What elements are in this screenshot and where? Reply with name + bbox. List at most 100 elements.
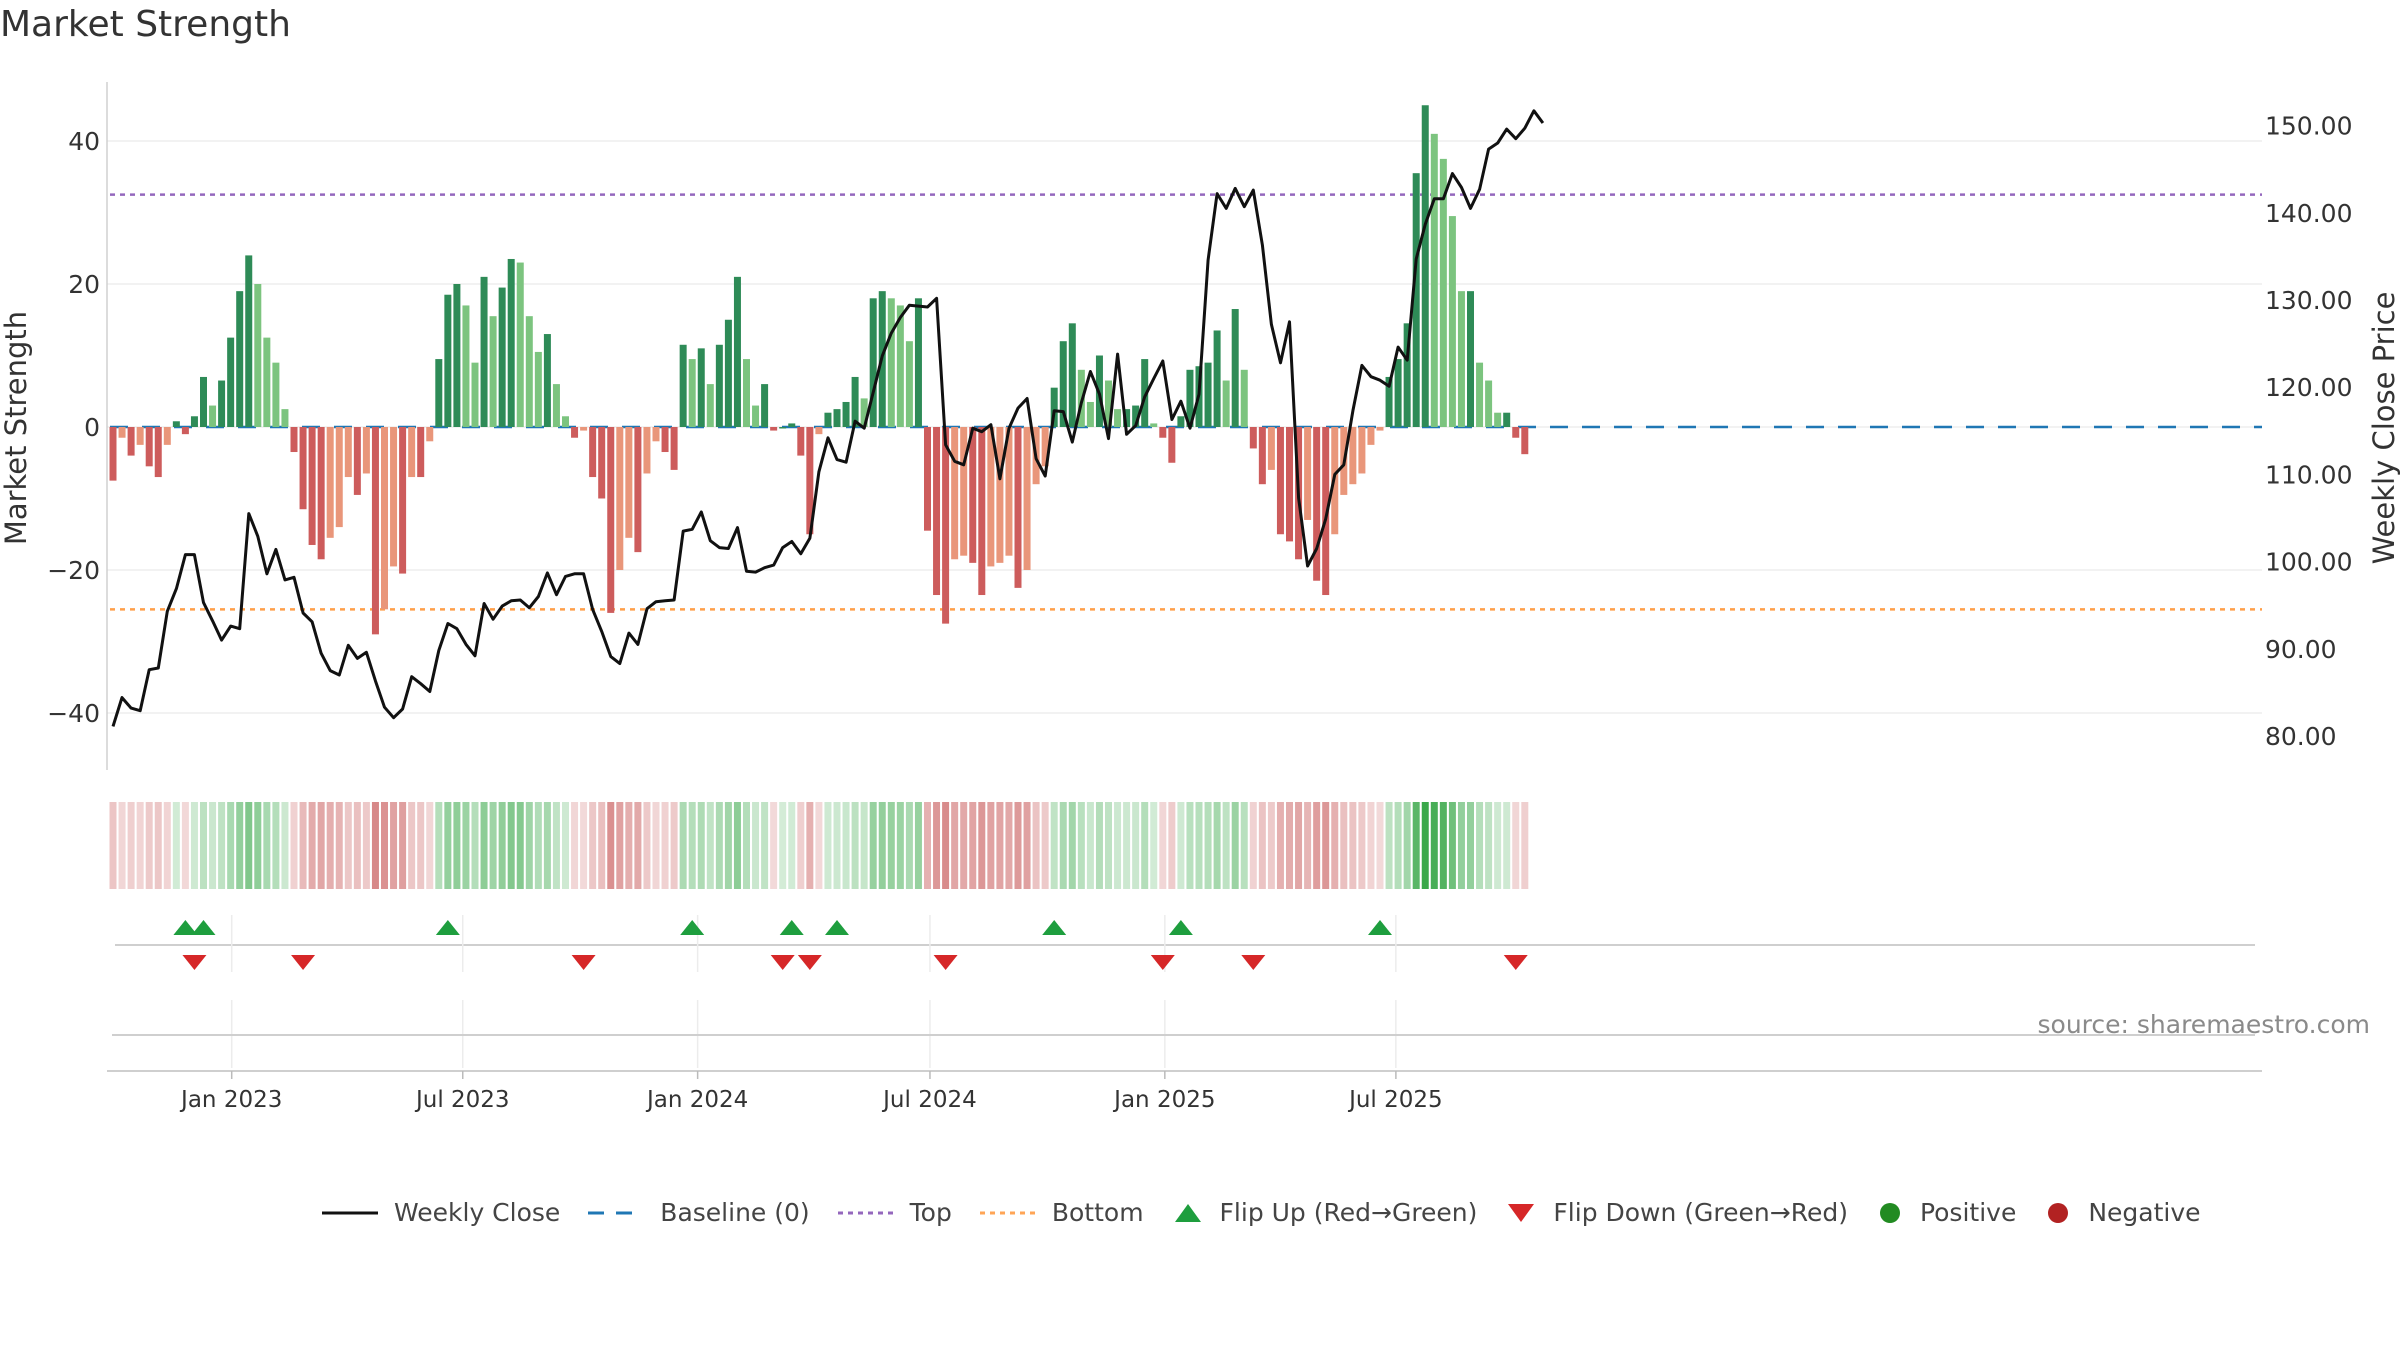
strip-cell: [1340, 802, 1348, 889]
strip-cell: [1159, 802, 1167, 889]
x-tick-label: Jul 2023: [414, 1087, 510, 1113]
strength-bar: [652, 427, 660, 442]
strip-cell: [1195, 802, 1203, 889]
strength-bar: [353, 427, 361, 495]
strip-cell: [353, 802, 361, 889]
strength-bar: [1023, 427, 1031, 570]
flip-up-marker: [779, 920, 804, 935]
strength-bar: [562, 416, 569, 427]
strength-bar: [1421, 105, 1429, 427]
strip-cell: [1240, 802, 1248, 889]
strip-cell: [933, 802, 941, 889]
strip-cell: [408, 802, 416, 889]
strip-cell: [869, 802, 877, 889]
strip-cell: [371, 802, 379, 889]
strip-cell: [200, 802, 207, 889]
dot-negative-icon: [2048, 1202, 2069, 1223]
strength-bar: [1485, 380, 1493, 427]
strength-bar: [245, 255, 253, 427]
strength-bar: [362, 427, 370, 474]
strength-bar: [1503, 412, 1511, 427]
strip-cell: [172, 802, 180, 889]
strip-cell: [1095, 802, 1103, 889]
strength-bar: [543, 334, 551, 427]
strip-cell: [652, 802, 660, 889]
strip-cell: [589, 802, 597, 889]
flip-down-marker: [933, 955, 958, 970]
strip-cell: [254, 802, 262, 889]
strength-bar: [281, 409, 289, 427]
strip-cell: [634, 802, 642, 889]
strip-cell: [1150, 802, 1158, 889]
flip-down-marker: [1241, 955, 1266, 970]
strength-bar: [480, 276, 488, 427]
legend-item-flip-down: Flip Down (Green→Red): [1503, 1198, 1848, 1227]
strength-bar: [1258, 427, 1266, 485]
flip-down-marker: [1150, 955, 1175, 970]
strip-cell: [878, 802, 886, 889]
strip-cell: [1322, 802, 1330, 889]
strength-bar: [1457, 291, 1465, 427]
legend: Weekly Close Baseline (0) Top Bottom Fli…: [320, 1198, 2227, 1227]
strip-cell: [1141, 802, 1149, 889]
strength-bar: [1231, 309, 1239, 427]
strip-cell: [516, 802, 524, 889]
strip-cell: [471, 802, 479, 889]
strip-cell: [697, 802, 705, 889]
strip-cell: [761, 802, 769, 889]
strength-bar: [435, 359, 443, 427]
strip-cell: [1331, 802, 1339, 889]
strength-bar: [607, 427, 615, 613]
strip-cell: [1286, 802, 1293, 889]
dot-positive-icon: [1879, 1202, 1900, 1223]
strip-cell: [390, 802, 398, 889]
strength-bar: [996, 427, 1004, 563]
strength-bar: [1249, 427, 1257, 449]
strength-bar: [788, 423, 796, 427]
strip-cell: [1503, 802, 1511, 889]
strip-cell: [733, 802, 741, 889]
strength-bar: [1114, 409, 1122, 427]
strip-cell: [1059, 802, 1067, 889]
y2-tick-label: 150.00: [2265, 112, 2352, 141]
strength-bar: [136, 427, 144, 445]
strip-cell: [1421, 802, 1429, 889]
strength-bar: [154, 427, 162, 478]
legend-label: Positive: [1919, 1198, 2017, 1227]
strip-cell: [688, 802, 696, 889]
flip-markers-panel: [115, 915, 2255, 1068]
strength-bar: [1159, 427, 1167, 438]
dashed-line-icon: [588, 1211, 645, 1214]
strip-cell: [1032, 802, 1040, 889]
strength-bar: [462, 305, 470, 427]
y2-tick-label: 120.00: [2265, 373, 2352, 402]
strip-cell: [236, 802, 244, 889]
strip-cell: [1385, 802, 1393, 889]
strength-bar: [200, 376, 207, 427]
strength-bar: [960, 427, 968, 556]
strip-cell: [661, 802, 669, 889]
strip-cell: [1005, 802, 1013, 889]
strength-bar: [797, 427, 805, 456]
strength-bar: [752, 405, 760, 427]
strip-cell: [399, 802, 407, 889]
strength-bar: [218, 380, 226, 427]
strength-bar: [688, 359, 696, 427]
legend-item-positive: Positive: [1874, 1198, 2016, 1227]
flip-down-marker: [797, 955, 822, 970]
strip-cell: [1231, 802, 1239, 889]
strip-cell: [987, 802, 995, 889]
strength-bar: [987, 427, 995, 567]
strength-bar: [724, 319, 732, 427]
strength-bar: [679, 344, 687, 427]
strip-cell: [1448, 802, 1456, 889]
strength-bar: [1512, 427, 1520, 438]
strip-cell: [1313, 802, 1321, 889]
x-tick-label: Jan 2025: [1112, 1087, 1215, 1113]
strength-bar: [1141, 359, 1149, 427]
strip-cell: [335, 802, 343, 889]
strength-bar: [335, 427, 343, 528]
y2-tick-label: 100.00: [2265, 548, 2352, 577]
strength-bar: [715, 344, 723, 427]
strip-cell: [381, 802, 388, 889]
